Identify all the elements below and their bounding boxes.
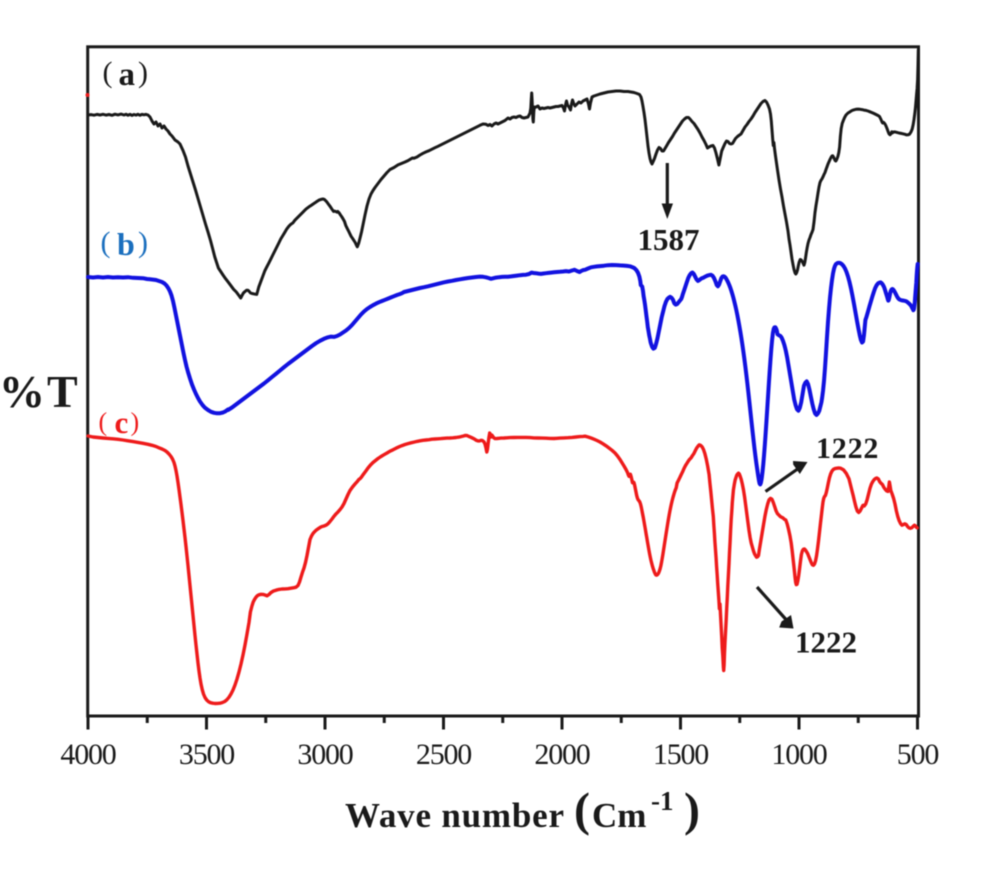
svg-text:): )	[684, 784, 700, 837]
svg-text:4000: 4000	[60, 738, 115, 771]
svg-text:1222: 1222	[795, 625, 857, 660]
svg-text:500: 500	[897, 738, 939, 771]
svg-text:1222: 1222	[816, 432, 879, 465]
svg-text:2000: 2000	[534, 738, 589, 771]
svg-text:Wave number: Wave number	[345, 796, 565, 835]
svg-text:): )	[138, 226, 148, 259]
svg-text:%T: %T	[0, 366, 80, 417]
svg-text:Cm: Cm	[592, 796, 646, 835]
svg-text:3000: 3000	[297, 738, 352, 771]
svg-text:): )	[131, 408, 140, 437]
svg-text:2500: 2500	[416, 738, 471, 771]
svg-text:1500: 1500	[653, 738, 708, 771]
svg-text:b: b	[117, 226, 135, 262]
svg-text:1587: 1587	[638, 222, 700, 257]
svg-text:c: c	[115, 405, 129, 440]
svg-text:a: a	[119, 57, 136, 93]
svg-text:3500: 3500	[179, 738, 234, 771]
svg-text:): )	[138, 56, 148, 89]
svg-text:1000: 1000	[771, 738, 826, 771]
svg-text:(: (	[99, 408, 108, 437]
svg-text:(: (	[101, 226, 111, 259]
svg-text:(: (	[103, 56, 113, 89]
svg-text:(: (	[574, 784, 590, 837]
svg-text:-1: -1	[651, 786, 674, 816]
